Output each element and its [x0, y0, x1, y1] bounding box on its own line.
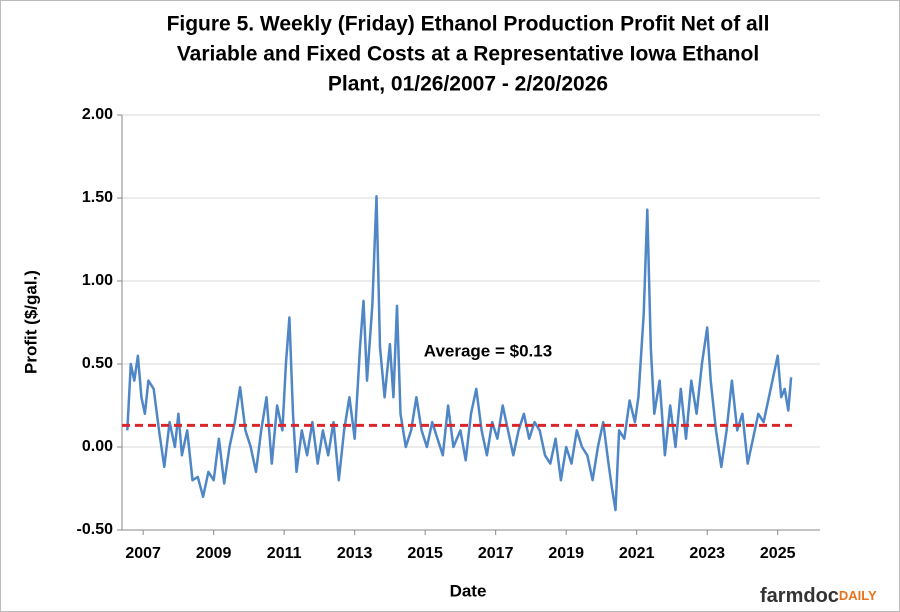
x-tick-label: 2011 — [267, 545, 302, 562]
y-tick-label: 1.50 — [82, 189, 113, 206]
brand: farmdoc — [760, 585, 839, 607]
x-tick-label: 2021 — [619, 545, 655, 562]
y-axis-title: Profit ($/gal.) — [21, 270, 40, 374]
y-tick-label: 0.00 — [82, 438, 113, 455]
x-tick-label: 2015 — [407, 545, 443, 562]
x-tick-label: 2009 — [196, 545, 232, 562]
x-tick-label: 2025 — [760, 545, 796, 562]
x-tick-label: 2023 — [689, 545, 725, 562]
annotation: Average = $0.13 — [424, 341, 552, 360]
chart-title-line: Figure 5. Weekly (Friday) Ethanol Produc… — [167, 13, 770, 36]
x-tick-label: 2019 — [548, 545, 584, 562]
x-tick-label: 2013 — [337, 545, 373, 562]
y-tick-label: 2.00 — [82, 106, 113, 123]
brand-suffix: DAILY — [839, 588, 877, 603]
series-line — [126, 195, 793, 512]
y-tick-label: -0.50 — [77, 521, 114, 538]
x-tick-label: 2007 — [125, 545, 161, 562]
brand-logo: farmdocDAILY — [760, 585, 877, 607]
chart-title-line: Variable and Fixed Costs at a Representa… — [177, 43, 759, 66]
y-tick-label: 1.00 — [82, 272, 113, 289]
y-tick-label: 0.50 — [82, 355, 113, 372]
x-axis-title: Date — [450, 581, 487, 600]
chart-title-line: Plant, 01/26/2007 - 2/20/2026 — [328, 73, 608, 96]
x-tick-label: 2017 — [478, 545, 514, 562]
